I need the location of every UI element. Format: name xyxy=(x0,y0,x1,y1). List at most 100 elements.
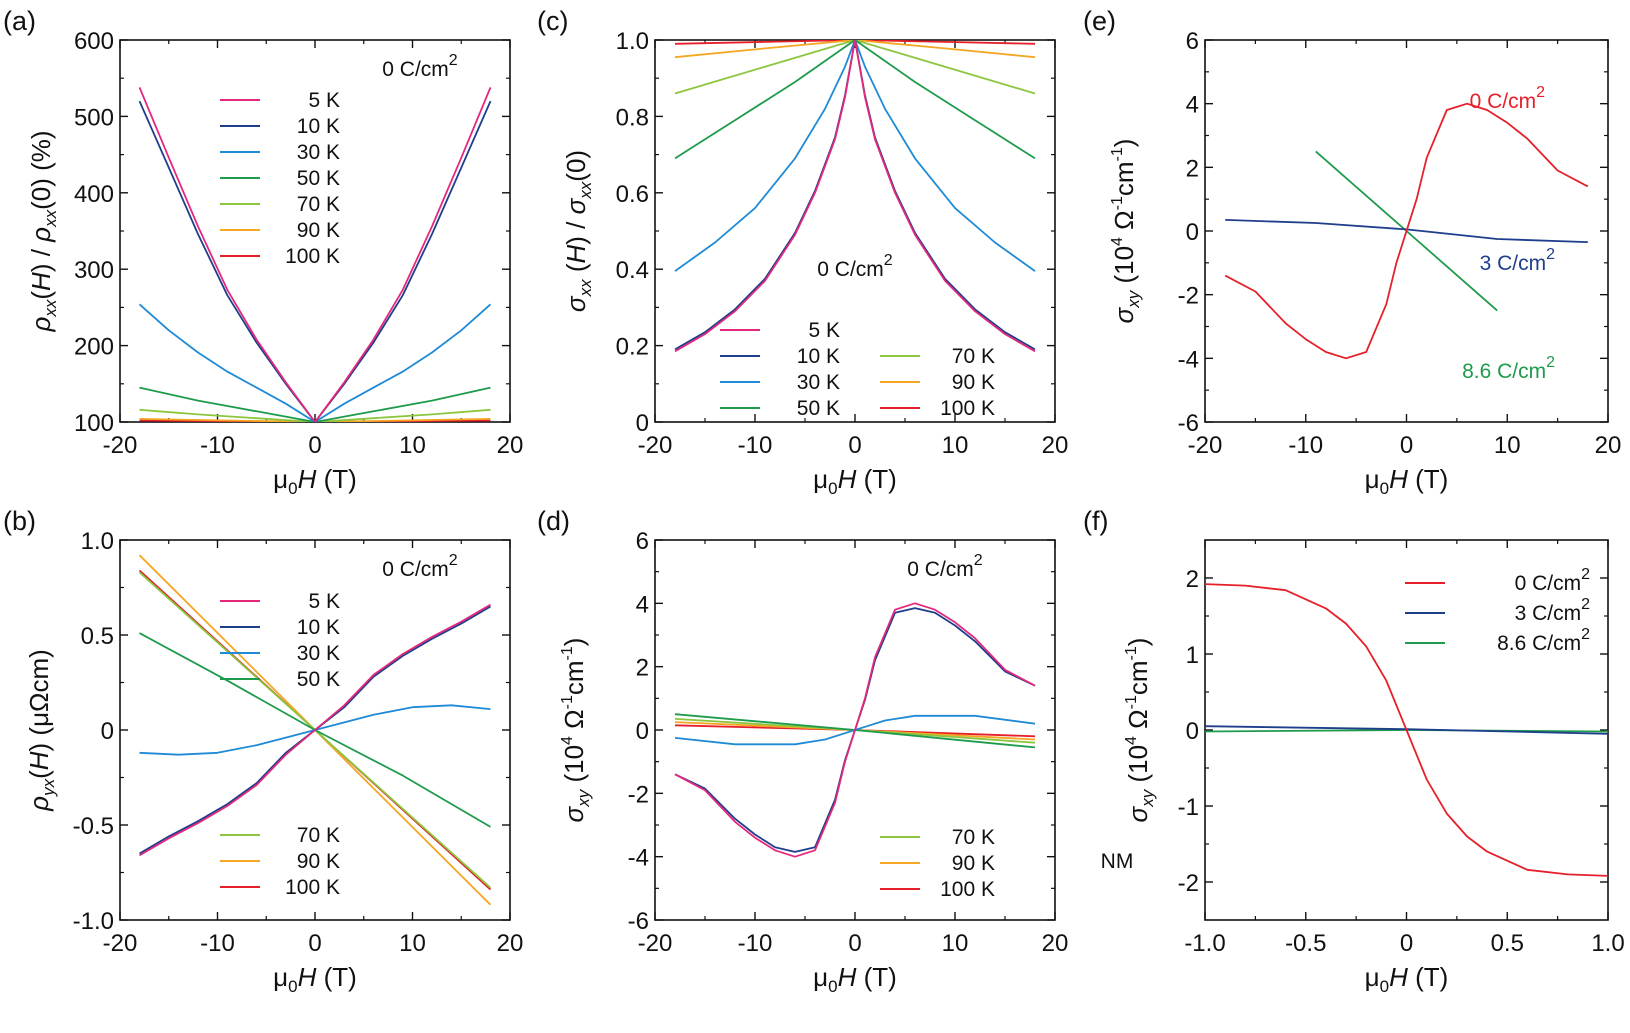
legend-label: 5 K xyxy=(308,590,340,613)
x-tick-label: 10 xyxy=(399,930,426,957)
legend-label: 30 K xyxy=(297,141,340,164)
legend-label: 5 K xyxy=(308,89,340,112)
y-axis-superscript: NM xyxy=(1101,850,1134,873)
x-tick-label: -10 xyxy=(738,930,773,957)
y-tick-label: 1.0 xyxy=(616,28,649,55)
series-lines xyxy=(674,602,1036,858)
legend-label: 70 K xyxy=(952,345,995,368)
x-tick-label: 0 xyxy=(1400,432,1413,459)
legend: 5 K 10 K 30 K 50 K xyxy=(220,590,340,691)
x-tick-label: 10 xyxy=(942,432,969,459)
x-tick-label: 0 xyxy=(308,930,321,957)
x-tick-label: -10 xyxy=(200,930,235,957)
y-tick-label: -1 xyxy=(1178,794,1199,821)
legend-label: 100 K xyxy=(940,397,995,420)
y-tick-label: 0.5 xyxy=(81,623,114,650)
series-line-70K xyxy=(139,408,491,422)
y-tick-label: 400 xyxy=(74,181,114,208)
legend-label: 100 K xyxy=(285,876,340,899)
panel-label: (e) xyxy=(1083,6,1116,36)
legend-label: 100 K xyxy=(940,878,995,901)
legend-label: 10 K xyxy=(297,616,340,639)
x-tick-label: 1.0 xyxy=(1591,930,1624,957)
legend-label: 50 K xyxy=(797,397,840,420)
legend-lower: 70 K 90 K 100 K xyxy=(880,826,995,901)
y-tick-label: 0 xyxy=(636,410,649,437)
x-tick-label: -20 xyxy=(638,930,673,957)
x-tick-label: 0.5 xyxy=(1491,930,1524,957)
x-tick-label: -20 xyxy=(638,432,673,459)
series-line-90K xyxy=(139,418,491,422)
series-lines xyxy=(674,40,1036,353)
y-tick-label: -0.5 xyxy=(73,813,114,840)
y-tick-label: 4 xyxy=(1186,92,1199,119)
plot-frame xyxy=(654,39,1056,423)
y-axis-label: ρxx(H) / ρxx(0) (%) xyxy=(26,130,60,332)
panel-f: (f) -1.0 -0.5 0 0.5 1.0 -2 -1 0 1 2 μ0H (T) σxy (104… xyxy=(1083,506,1625,996)
y-tick-label: 100 xyxy=(74,410,114,437)
y-tick-label: 1.0 xyxy=(81,528,114,555)
legend-lower: 70 K 90 K 100 K xyxy=(220,824,340,899)
panel-label: (a) xyxy=(3,6,36,36)
series-line-10K xyxy=(674,40,1036,351)
y-tick-label: -2 xyxy=(1178,870,1199,897)
y-axis-label: ρyx(H) (μΩcm) xyxy=(24,649,58,812)
y-tick-label: 0 xyxy=(1186,718,1199,745)
x-tick-label: -0.5 xyxy=(1285,930,1326,957)
x-tick-label: 20 xyxy=(1042,930,1069,957)
y-tick-label: -2 xyxy=(1178,283,1199,310)
x-tick-label: -20 xyxy=(1188,432,1223,459)
series-line-0Ccm xyxy=(1224,102,1589,360)
y-tick-label: 4 xyxy=(636,591,649,618)
series-label: 8.6 C/cm2 xyxy=(1462,354,1555,383)
x-tick-label: -20 xyxy=(103,930,138,957)
panel-b: (b) -20 -10 0 10 20 -1.0 -0.5 0 0.5 1.0 μ0H (T) ρyx(… xyxy=(3,506,523,996)
y-tick-label: 500 xyxy=(74,104,114,131)
x-tick-label: -20 xyxy=(103,432,138,459)
y-axis-label: σxy (104 Ω-1cm-1) xyxy=(559,638,593,823)
series-line-50K xyxy=(139,386,491,422)
legend: 5 K 10 K 30 K 50 K 70 K 90 K 100 K xyxy=(220,89,340,268)
y-tick-label: -6 xyxy=(1178,410,1199,437)
y-tick-label: 2 xyxy=(1186,155,1199,182)
x-tick-label: 20 xyxy=(1042,432,1069,459)
x-axis-label: μ0H (T) xyxy=(813,962,897,996)
y-axis-label: σxy (104 Ω-1cm-1) xyxy=(1123,638,1157,823)
y-tick-label: 600 xyxy=(74,28,114,55)
legend-label: 50 K xyxy=(297,668,340,691)
series-line-100K xyxy=(139,419,491,422)
x-axis-label: μ0H (T) xyxy=(273,962,357,996)
x-axis-label: μ0H (T) xyxy=(273,464,357,498)
legend-label: 70 K xyxy=(297,193,340,216)
legend-label: 30 K xyxy=(797,371,840,394)
series-label: 3 C/cm2 xyxy=(1480,246,1556,275)
x-tick-label: -10 xyxy=(738,432,773,459)
x-tick-label: 0 xyxy=(308,432,321,459)
x-axis-label: μ0H (T) xyxy=(1365,464,1449,498)
series-line-50K xyxy=(674,40,1036,160)
x-tick-label: 20 xyxy=(497,930,524,957)
legend-label: 10 K xyxy=(797,345,840,368)
legend-label: 10 K xyxy=(297,115,340,138)
y-tick-label: 0.4 xyxy=(616,257,649,284)
y-tick-label: -1.0 xyxy=(73,908,114,935)
panel-label: (d) xyxy=(537,506,570,536)
series-line-100K xyxy=(674,40,1036,45)
y-tick-label: 0.2 xyxy=(616,334,649,361)
x-tick-label: 20 xyxy=(497,432,524,459)
annotation: 0 C/cm2 xyxy=(907,552,983,581)
series-lines xyxy=(138,87,492,422)
x-tick-label: 10 xyxy=(1494,432,1521,459)
x-axis-label: μ0H (T) xyxy=(813,464,897,498)
y-tick-label: 200 xyxy=(74,334,114,361)
annotation: 0 C/cm2 xyxy=(382,552,458,581)
panel-label: (c) xyxy=(537,6,568,36)
legend-label: 90 K xyxy=(952,852,995,875)
series-label: 0 C/cm2 xyxy=(1470,84,1546,113)
x-tick-label: 10 xyxy=(942,930,969,957)
y-axis-label: σxx (H) / σxx(0) xyxy=(561,150,595,312)
annotation: 0 C/cm2 xyxy=(817,252,893,281)
x-tick-label: 0 xyxy=(1400,930,1413,957)
series-lines xyxy=(1224,102,1589,360)
